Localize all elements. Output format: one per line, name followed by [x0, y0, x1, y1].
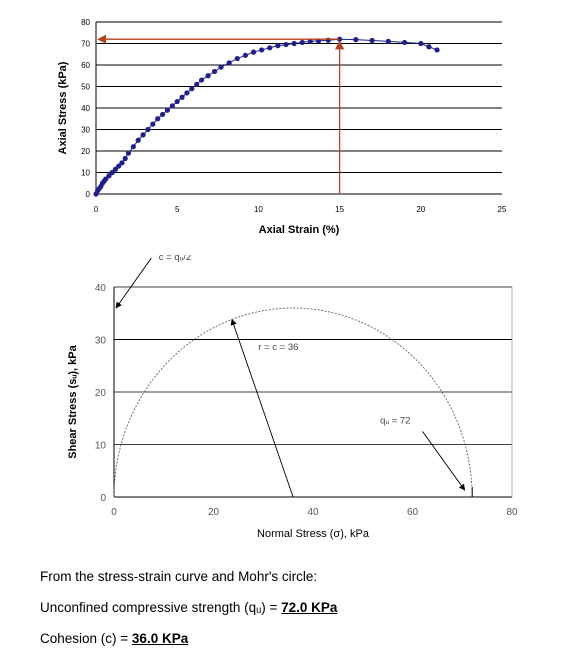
data-point: [291, 40, 297, 47]
data-point: [299, 39, 305, 46]
data-point: [135, 137, 141, 143]
y-tick-label: 60: [81, 61, 90, 70]
radius-label: r = c = 36: [258, 342, 298, 353]
data-point: [106, 173, 112, 179]
data-point: [150, 121, 156, 127]
qu-arrow: [422, 431, 466, 491]
data-point: [122, 155, 128, 162]
y-tick-label: 10: [95, 441, 107, 452]
x-tick-label: 15: [335, 205, 344, 214]
data-point: [194, 81, 200, 87]
data-point: [426, 44, 432, 50]
ucs-label: Unconfined compressive strength (qᵤ) =: [40, 600, 282, 615]
stress-strain-chart: 0 10 20 30 40 50 60 70 80 0 5 10 15 20 25 Axial Strain …: [57, 18, 507, 236]
data-point: [418, 40, 424, 47]
y-tick-label: 40: [95, 283, 107, 294]
data-point: [112, 166, 119, 172]
y-axis-title: Shear Stress (sᵤ), kPa: [67, 344, 79, 458]
data-point: [125, 150, 132, 156]
qu-label: qᵤ = 72: [380, 416, 410, 427]
data-point: [159, 111, 166, 118]
x-tick-label: 20: [208, 507, 220, 518]
data-point: [130, 144, 136, 150]
data-point: [198, 77, 205, 83]
cohesion-value: 36.0 KPa: [131, 631, 189, 646]
data-point: [369, 37, 375, 44]
cohesion-label: Cohesion (c) =: [40, 631, 132, 646]
data-point: [242, 52, 249, 58]
data-point: [184, 90, 190, 96]
y-tick-label: 0: [86, 190, 91, 199]
data-point: [283, 41, 289, 48]
data-point: [189, 86, 195, 92]
data-point: [226, 60, 232, 66]
x-axis-title: Normal Stress (σ), kPa: [257, 528, 370, 540]
y-tick-label: 0: [100, 493, 106, 504]
data-point: [401, 39, 408, 46]
x-tick-label: 5: [175, 205, 180, 214]
data-point: [211, 68, 218, 75]
data-point: [155, 116, 161, 122]
y-tick-label: 70: [81, 40, 90, 49]
y-tick-label: 20: [81, 147, 90, 156]
summary-intro: From the stress-strain curve and Mohr's …: [40, 569, 318, 584]
data-point: [259, 47, 265, 53]
x-axis-title: Axial Strain (%): [259, 224, 340, 236]
data-point: [218, 64, 224, 70]
y-axis-title: Axial Stress (kPa): [57, 61, 69, 154]
x-tick-label: 60: [407, 507, 419, 518]
summary: From the stress-strain curve and Mohr's …: [40, 566, 337, 659]
cohesion-label: c = qᵤ/2: [159, 255, 191, 263]
y-tick-label: 40: [81, 104, 90, 113]
data-point: [325, 37, 331, 43]
data-point: [205, 73, 211, 79]
data-point: [103, 176, 109, 182]
x-tick-label: 0: [94, 205, 99, 214]
data-point: [275, 43, 281, 49]
mohr-circle-chart: 0 10 20 30 40 0 20 40 60 80 Normal Stress (σ), kPa…: [67, 255, 518, 540]
x-tick-label: 40: [307, 507, 319, 518]
cohesion-arrow: [115, 257, 152, 309]
y-tick-label: 80: [81, 18, 90, 27]
data-point: [174, 98, 180, 105]
y-tick-label: 20: [95, 388, 107, 399]
data-point: [145, 126, 151, 133]
data-point: [169, 103, 175, 109]
summary-cohesion-line: Cohesion (c) = 36.0 KPa: [40, 628, 337, 659]
x-tick-label: 10: [254, 205, 263, 214]
data-point: [267, 45, 273, 51]
stress-strain-curve: [95, 38, 438, 195]
data-point: [109, 169, 115, 176]
y-tick-label: 10: [81, 169, 90, 178]
summary-ucs-line: Unconfined compressive strength (qᵤ) = 7…: [40, 597, 337, 628]
data-point: [140, 132, 146, 138]
data-point: [234, 55, 240, 62]
x-tick-label: 25: [498, 205, 507, 214]
data-point: [353, 37, 359, 43]
data-point: [119, 160, 125, 166]
mohr-circle-arc: [113, 307, 473, 498]
ucs-value: 72.0 KPa: [281, 600, 338, 615]
data-point: [307, 38, 313, 44]
radius-arrow: [230, 318, 294, 498]
y-tick-label: 30: [81, 126, 90, 135]
data-point: [385, 38, 391, 44]
data-point: [250, 49, 257, 55]
x-tick-label: 80: [506, 507, 518, 518]
data-point: [116, 163, 122, 169]
y-tick-label: 30: [95, 336, 107, 347]
data-point: [179, 94, 185, 100]
x-tick-label: 20: [416, 205, 425, 214]
y-tick-label: 50: [81, 83, 90, 92]
data-point: [434, 47, 440, 53]
x-tick-label: 0: [111, 507, 117, 518]
data-point: [164, 107, 171, 113]
